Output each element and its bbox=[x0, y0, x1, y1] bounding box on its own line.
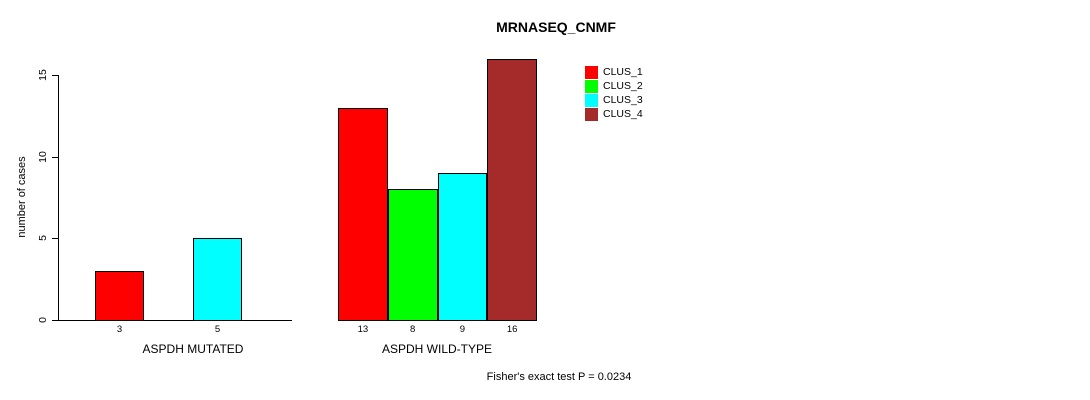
legend-label: CLUS_2 bbox=[603, 80, 643, 92]
y-axis-tick bbox=[52, 75, 58, 76]
legend-item-CLUS_4: CLUS_4 bbox=[585, 107, 643, 121]
y-axis-tick-label: 5 bbox=[37, 235, 49, 242]
legend-label: CLUS_1 bbox=[603, 66, 643, 78]
legend-item-CLUS_1: CLUS_1 bbox=[585, 65, 643, 79]
y-axis-tick bbox=[52, 156, 58, 158]
legend-swatch-icon bbox=[585, 65, 598, 79]
bar-CLUS_1-ASPDH-WILD-TYPE bbox=[338, 107, 388, 321]
y-axis-tick-label: 10 bbox=[37, 150, 49, 163]
fisher-exact-test-annotation: Fisher's exact test P = 0.0234 bbox=[486, 371, 632, 383]
legend-item-CLUS_2: CLUS_2 bbox=[585, 79, 643, 93]
bar-value-label: 8 bbox=[409, 324, 416, 335]
bar-CLUS_2-ASPDH-WILD-TYPE bbox=[387, 189, 438, 321]
group-label-aspdh-mutated: ASPDH MUTATED bbox=[142, 342, 244, 356]
y-axis-tick-label: 0 bbox=[37, 317, 49, 323]
legend: CLUS_1 CLUS_2 CLUS_3 CLUS_4 bbox=[585, 65, 643, 121]
y-axis-tick-label: 15 bbox=[37, 69, 49, 81]
bar-value-label: 16 bbox=[506, 324, 518, 335]
x-axis-line bbox=[58, 320, 292, 321]
legend-swatch-icon bbox=[585, 107, 598, 121]
y-axis-label: number of cases bbox=[16, 156, 28, 238]
legend-swatch-icon bbox=[585, 93, 598, 107]
bar-CLUS_3-ASPDH-MUTATED bbox=[193, 238, 242, 321]
legend-label: CLUS_3 bbox=[603, 94, 643, 106]
bar-value-label: 5 bbox=[214, 324, 221, 335]
bar-value-label: 3 bbox=[116, 324, 123, 335]
chart-title: MRNASEQ_CNMF bbox=[496, 19, 616, 35]
legend-swatch-icon bbox=[585, 79, 598, 93]
legend-item-CLUS_3: CLUS_3 bbox=[585, 93, 643, 107]
bar-CLUS_4-ASPDH-WILD-TYPE bbox=[487, 58, 537, 321]
y-axis-tick bbox=[52, 238, 58, 240]
bar-value-label: 9 bbox=[459, 324, 466, 335]
y-axis-tick bbox=[52, 320, 58, 321]
y-axis-line bbox=[58, 75, 59, 321]
group-label-aspdh-wild-type: ASPDH WILD-TYPE bbox=[381, 342, 493, 356]
bar-CLUS_3-ASPDH-WILD-TYPE bbox=[437, 173, 488, 321]
bar-value-label: 13 bbox=[357, 324, 369, 335]
legend-label: CLUS_4 bbox=[603, 108, 643, 120]
bar-CLUS_1-ASPDH-MUTATED bbox=[95, 271, 144, 321]
